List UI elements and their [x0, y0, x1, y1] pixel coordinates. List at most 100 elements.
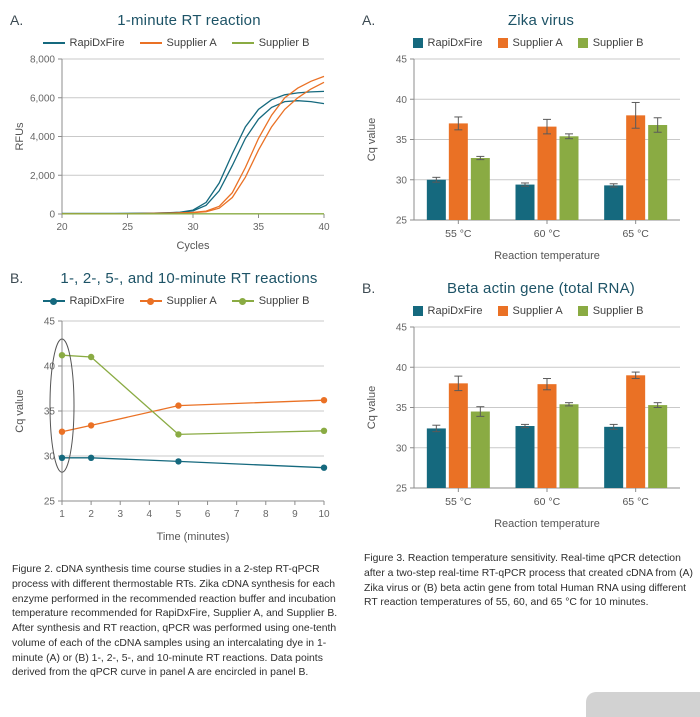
- legend-swatch: [497, 38, 508, 48]
- svg-text:8: 8: [263, 509, 269, 520]
- figure2-caption: Figure 2. cDNA synthesis time course stu…: [12, 564, 338, 679]
- svg-text:25: 25: [396, 216, 408, 227]
- svg-text:4,000: 4,000: [30, 132, 55, 143]
- beta-actin-bar-chart: 25 30 35 40 45 55 °C 60 °C 65 °C Cq value Reactio…: [366, 323, 680, 530]
- legend-swatch: [497, 306, 508, 316]
- panel-b-label: B.: [10, 270, 24, 286]
- zika-legend: RapiDxFire Supplier A Supplier B: [362, 36, 694, 50]
- svg-text:10: 10: [318, 509, 330, 520]
- legend-item-rapidxfire: RapiDxFire: [412, 37, 483, 49]
- svg-text:2: 2: [88, 509, 94, 520]
- svg-text:9: 9: [292, 509, 298, 520]
- svg-text:7: 7: [234, 509, 240, 520]
- svg-text:65 °C: 65 °C: [622, 496, 649, 508]
- svg-text:30: 30: [396, 175, 408, 186]
- svg-text:Cq value: Cq value: [366, 118, 378, 161]
- svg-text:40: 40: [396, 363, 408, 374]
- panel-b-title: 1-, 2-, 5-, and 10-minute RT reactions: [60, 270, 318, 287]
- svg-text:4: 4: [147, 509, 153, 520]
- svg-text:2,000: 2,000: [30, 171, 55, 182]
- legend-label: RapiDxFire: [427, 37, 483, 49]
- legend-label: Supplier B: [592, 37, 644, 49]
- legend-label: Supplier A: [166, 295, 217, 307]
- svg-text:35: 35: [253, 222, 265, 233]
- left-column: A. 1-minute RT reaction RapiDxFire Suppli…: [10, 12, 342, 681]
- legend-swatch: [577, 306, 588, 316]
- next-figure-partial: [586, 692, 700, 717]
- panel-a-label: A.: [362, 12, 376, 28]
- svg-text:40: 40: [44, 362, 56, 373]
- svg-text:30: 30: [187, 222, 199, 233]
- legend-swatch: [577, 38, 588, 48]
- svg-text:45: 45: [396, 323, 408, 334]
- legend-label: RapiDxFire: [427, 305, 483, 317]
- legend-label: Supplier B: [258, 37, 310, 49]
- svg-text:20: 20: [56, 222, 68, 233]
- legend-label: Supplier A: [512, 305, 563, 317]
- legend-item-supplier-b: Supplier B: [577, 37, 644, 49]
- svg-text:25: 25: [396, 484, 408, 495]
- right-column: A. Zika virus RapiDxFire Supplier A Suppli…: [362, 12, 694, 681]
- svg-text:Cq value: Cq value: [14, 389, 26, 432]
- legend-swatch: [139, 42, 162, 44]
- legend-item-supplier-a: Supplier A: [497, 305, 563, 317]
- svg-text:6: 6: [205, 509, 211, 520]
- panel-a-label: A.: [10, 12, 24, 28]
- panel-header: B. Beta actin gene (total RNA): [362, 280, 694, 297]
- panel-a-title: 1-minute RT reaction: [117, 12, 261, 29]
- figure3-caption: Figure 3. Reaction temperature sensitivi…: [364, 553, 693, 609]
- svg-text:60 °C: 60 °C: [534, 496, 561, 508]
- panel-beta-actin-title: Beta actin gene (total RNA): [447, 280, 635, 297]
- legend-item-supplier-b: Supplier B: [577, 305, 643, 317]
- panel-1min-rt: A. 1-minute RT reaction RapiDxFire Suppli…: [10, 12, 342, 256]
- legend-label: Supplier B: [258, 295, 310, 307]
- svg-text:5: 5: [176, 509, 182, 520]
- svg-text:45: 45: [396, 55, 408, 66]
- panel-beta-actin: B. Beta actin gene (total RNA) RapiDxFir…: [362, 280, 694, 534]
- panel-zika: A. Zika virus RapiDxFire Supplier A Suppli…: [362, 12, 694, 266]
- amplification-legend: RapiDxFire Supplier A Supplier B: [10, 36, 342, 50]
- svg-text:40: 40: [318, 222, 330, 233]
- legend-item-supplier-a: Supplier A: [497, 37, 563, 49]
- svg-text:25: 25: [44, 497, 56, 508]
- legend-label: Supplier A: [166, 37, 217, 49]
- svg-text:60 °C: 60 °C: [534, 228, 561, 240]
- legend-label: Supplier A: [512, 37, 563, 49]
- zika-bar-chart: 25 30 35 40 45 55 °C 60 °C 65 °C Cq value Reactio…: [366, 55, 680, 262]
- svg-text:65 °C: 65 °C: [622, 228, 649, 240]
- svg-text:25: 25: [122, 222, 134, 233]
- svg-text:Cycles: Cycles: [176, 240, 210, 252]
- svg-text:30: 30: [396, 443, 408, 454]
- amplification-curve-chart: 0 2,000 4,000 6,000 8,000 20 25 30 35 40 RFUs Cycle…: [14, 55, 330, 253]
- legend-swatch: [412, 306, 423, 316]
- legend-item-supplier-a: Supplier A: [139, 37, 217, 49]
- timecourse-legend: RapiDxFire Supplier A Supplier B: [10, 294, 342, 308]
- legend-swatch: [231, 297, 254, 305]
- svg-text:1: 1: [59, 509, 65, 520]
- svg-text:3: 3: [117, 509, 123, 520]
- svg-text:30: 30: [44, 452, 56, 463]
- svg-text:45: 45: [44, 317, 56, 328]
- svg-text:Time (minutes): Time (minutes): [157, 531, 230, 543]
- svg-text:55 °C: 55 °C: [445, 496, 472, 508]
- legend-label: RapiDxFire: [69, 295, 125, 307]
- svg-text:0: 0: [49, 210, 55, 221]
- legend-item-rapidxfire: RapiDxFire: [42, 295, 125, 307]
- legend-item-supplier-a: Supplier A: [139, 295, 217, 307]
- svg-text:55 °C: 55 °C: [445, 228, 472, 240]
- panel-b-label: B.: [362, 280, 376, 296]
- svg-text:Reaction temperature: Reaction temperature: [494, 518, 600, 530]
- legend-swatch: [42, 42, 65, 44]
- legend-label: RapiDxFire: [69, 37, 125, 49]
- beta-actin-legend: RapiDxFire Supplier A Supplier B: [362, 304, 694, 318]
- panel-timecourse: B. 1-, 2-, 5-, and 10-minute RT reaction…: [10, 270, 342, 547]
- svg-text:8,000: 8,000: [30, 55, 55, 66]
- panel-header: A. 1-minute RT reaction: [10, 12, 342, 29]
- svg-text:Cq value: Cq value: [366, 386, 378, 429]
- panel-header: A. Zika virus: [362, 12, 694, 29]
- svg-text:35: 35: [396, 403, 408, 414]
- svg-text:RFUs: RFUs: [14, 122, 26, 151]
- legend-swatch: [231, 42, 254, 44]
- legend-item-rapidxfire: RapiDxFire: [412, 305, 483, 317]
